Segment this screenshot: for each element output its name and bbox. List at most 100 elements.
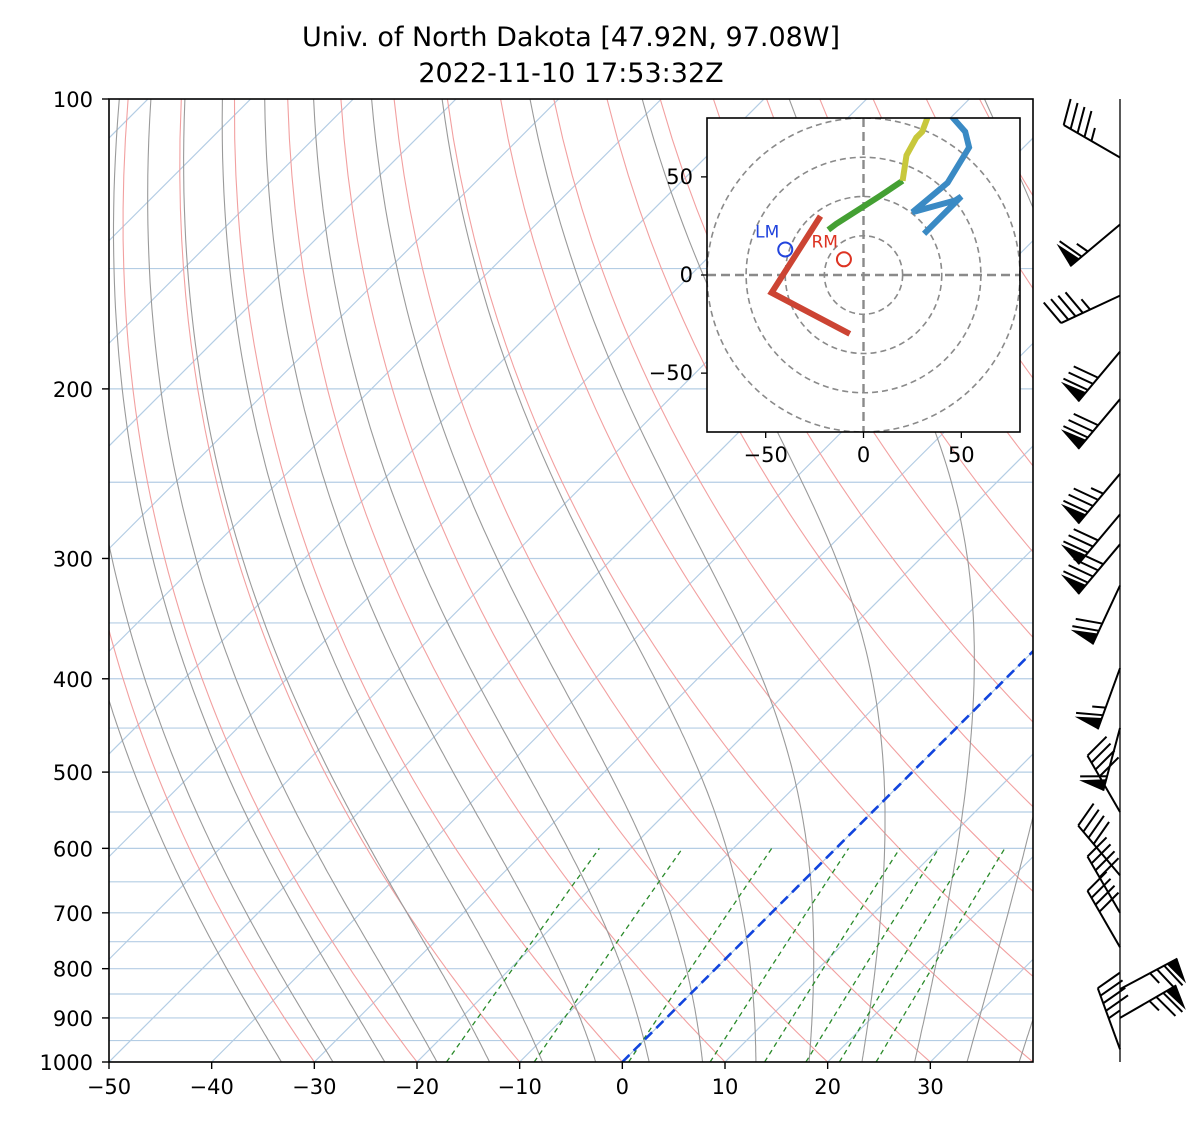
dry-adiabat-line <box>122 99 418 1062</box>
chart-title-line1: Univ. of North Dakota [47.92N, 97.08W] <box>302 22 840 53</box>
y-tick-label: 400 <box>53 668 93 692</box>
y-tick-label: 600 <box>53 837 93 861</box>
y-tick-label: 500 <box>53 761 93 785</box>
y-tick-label: 1000 <box>40 1051 93 1075</box>
storm-motion-marker <box>777 241 794 258</box>
hodograph-segment <box>767 214 852 337</box>
x-tick-label: −40 <box>190 1075 234 1099</box>
isotherm-line <box>109 99 457 447</box>
y-tick-label: 100 <box>53 88 93 112</box>
dry-adiabat-line <box>1139 99 1200 1082</box>
isotherm-line <box>109 99 765 755</box>
moist-adiabat-line <box>183 99 491 1062</box>
moist-adiabat-line <box>441 99 757 1062</box>
moist-adiabat-line <box>147 99 438 1062</box>
hodograph-segment <box>910 118 973 236</box>
isotherm-line <box>109 99 252 242</box>
wind-barb <box>1060 473 1121 525</box>
plot-frame <box>108 98 1034 1063</box>
isotherm-line <box>416 445 1033 1062</box>
hodograph-y-tick-label: 0 <box>680 263 693 287</box>
moist-adiabat-line <box>221 99 544 1062</box>
wind-barb <box>1074 667 1121 730</box>
wind-barb <box>1086 735 1121 813</box>
wind-barbs <box>1042 98 1187 1062</box>
mixing-ratio-line <box>838 848 971 1062</box>
x-tick-label: −10 <box>498 1075 542 1099</box>
mixing-ratio-line <box>709 848 850 1062</box>
wind-barb <box>1056 223 1121 268</box>
x-tick-label: −20 <box>395 1075 439 1099</box>
x-tick-label: 20 <box>814 1075 841 1099</box>
isotherm-line <box>0 99 45 1062</box>
y-tick-label: 800 <box>53 958 93 982</box>
isotherm-line <box>724 753 1033 1062</box>
moist-adiabat-line <box>641 99 886 1062</box>
dry-adiabat-line <box>766 99 1033 553</box>
dry-adiabat-line <box>553 99 1033 893</box>
dry-adiabat-line <box>446 99 1033 1062</box>
mixing-ratio-line <box>805 848 940 1062</box>
x-tick-label: 0 <box>616 1075 629 1099</box>
dry-adiabat-line <box>500 99 1033 978</box>
dry-adiabat-line <box>340 99 829 1062</box>
wind-barb <box>1119 957 1187 990</box>
x-tick-label: 30 <box>917 1075 944 1099</box>
isotherm-line <box>1032 1061 1033 1062</box>
hodograph-x-tick-label: −50 <box>744 443 788 467</box>
storm-motion-marker <box>835 251 852 268</box>
moist-adiabat-line <box>109 542 334 1062</box>
mixing-ratio-line <box>533 848 683 1062</box>
storm-motion-label: RM <box>811 232 837 252</box>
dry-adiabat-line <box>1032 99 1033 101</box>
wind-barb <box>1079 727 1121 792</box>
dry-adiabat-line <box>1086 99 1200 1082</box>
wind-barb <box>1060 351 1121 403</box>
isotherm-line <box>109 99 354 345</box>
wind-barb <box>1086 871 1121 948</box>
y-tick-label: 700 <box>53 902 93 926</box>
hodograph-x-tick-label: 50 <box>948 443 975 467</box>
wind-barb <box>1042 291 1121 324</box>
hodograph-plot-area: LM RM <box>707 118 1020 432</box>
dry-adiabat-line <box>233 99 624 1062</box>
moist-adiabat-line <box>313 99 650 1062</box>
axes: −50 −40 −30 −20 −10 0 10 20 30100200300400500600… <box>40 88 1034 1099</box>
x-tick-label: −30 <box>292 1075 336 1099</box>
moist-adiabat-line <box>264 99 597 1062</box>
isotherm-line <box>1136 99 1200 1062</box>
freezing-isotherm <box>621 649 1033 1062</box>
hodograph-y-tick-label: −50 <box>649 361 693 385</box>
dry-adiabat-line <box>109 627 315 1062</box>
isotherm-line <box>313 342 1033 1062</box>
dry-adiabat-line <box>659 99 1033 723</box>
hodograph-inset: LM RM −50 −50 0 0 50 50 <box>649 117 1021 467</box>
wind-barb <box>1060 398 1121 450</box>
mixing-ratio-line <box>628 848 773 1062</box>
isotherm-line <box>519 547 1033 1062</box>
wind-barb <box>1086 836 1121 914</box>
dry-adiabat-line <box>287 99 726 1062</box>
storm-motion-label: LM <box>755 222 779 242</box>
wind-barb <box>1060 543 1121 595</box>
hodograph-y-tick-label: 50 <box>666 165 693 189</box>
isotherm-line <box>827 855 1033 1062</box>
moist-adiabat-line <box>109 698 283 1062</box>
wind-barb <box>1062 98 1121 159</box>
mixing-ratio-line <box>445 848 600 1062</box>
moist-adiabat-line <box>112 99 386 1062</box>
mixing-ratio-line <box>875 848 1006 1062</box>
moist-adiabat-line <box>371 99 704 1062</box>
dry-adiabat-line <box>712 99 1033 639</box>
dry-adiabat-line <box>606 99 1033 808</box>
wind-barb <box>1119 984 1186 1019</box>
mixing-ratio-line <box>764 848 901 1062</box>
moist-adiabat-line <box>1018 1017 1033 1062</box>
wind-barb <box>1060 513 1121 565</box>
isotherm-line <box>211 239 1033 1062</box>
y-tick-label: 900 <box>53 1007 93 1031</box>
wind-barb <box>1096 971 1129 1050</box>
hodograph-segment <box>826 178 905 233</box>
wind-barb <box>1070 585 1121 645</box>
